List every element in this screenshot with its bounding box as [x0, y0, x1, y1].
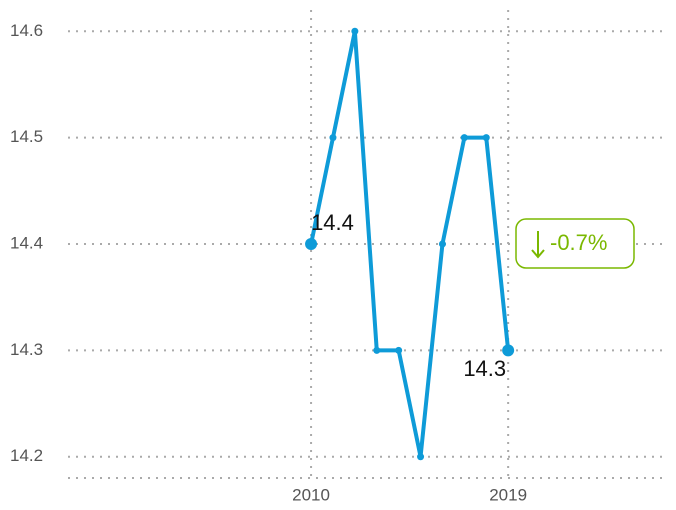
y-tick-label: 14.5 — [10, 127, 43, 146]
change-label: -0.7% — [550, 230, 607, 255]
data-point — [460, 134, 468, 142]
y-tick-label: 14.3 — [10, 340, 43, 359]
value-label: 14.3 — [463, 356, 506, 381]
y-tick-label: 14.4 — [10, 233, 43, 252]
data-point — [482, 134, 490, 142]
x-tick-label: 2010 — [292, 485, 330, 504]
data-point — [305, 238, 318, 250]
y-tick-label: 14.2 — [10, 446, 43, 465]
data-point — [351, 27, 359, 35]
data-line — [309, 29, 511, 459]
data-point — [329, 134, 337, 142]
y-tick-label: 14.6 — [10, 21, 43, 40]
data-point — [417, 453, 425, 461]
data-point — [395, 346, 403, 354]
down-arrow-icon — [531, 231, 545, 259]
value-label: 14.4 — [311, 210, 354, 235]
data-point — [438, 240, 446, 248]
data-point — [502, 344, 515, 357]
change-badge — [515, 218, 635, 269]
x-tick-label: 2019 — [489, 485, 527, 504]
data-point — [373, 346, 381, 354]
